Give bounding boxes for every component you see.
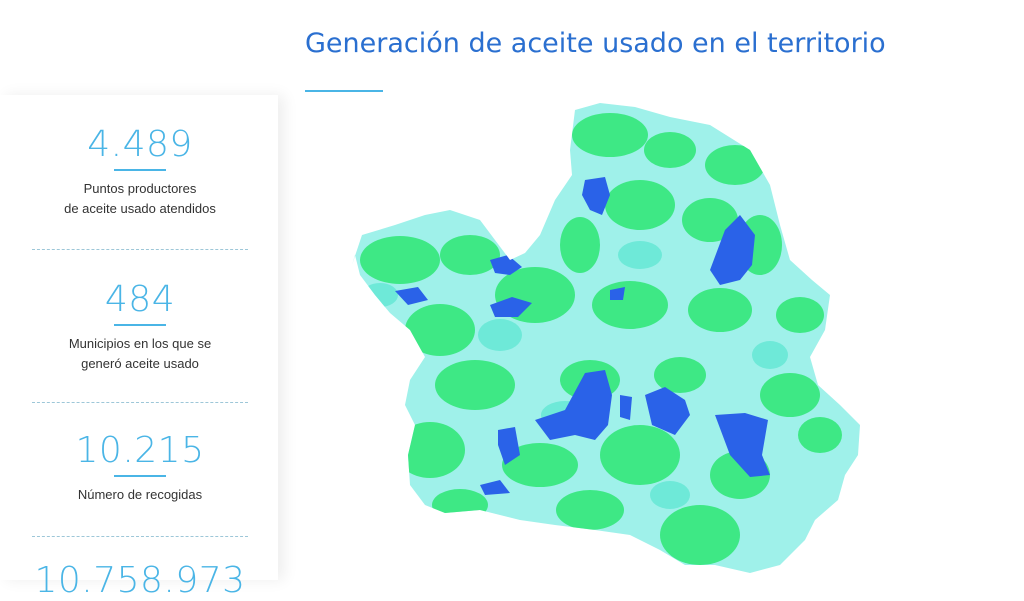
stat-underline — [114, 475, 166, 477]
divider — [32, 402, 248, 403]
map-region — [352, 103, 860, 573]
stat-value: 10.758.973 — [34, 560, 246, 601]
stat-underline — [114, 169, 166, 171]
stat-value: 484 — [104, 279, 176, 320]
stat-producing-points: 4.489 Puntos productores de aceite usado… — [30, 125, 250, 219]
stat-collections: 10.215 Número de recogidas — [30, 431, 250, 505]
title-underline — [305, 90, 383, 92]
stat-value: 10.215 — [75, 430, 205, 471]
stat-label-line1: Municipios en los que se — [68, 336, 212, 351]
stat-municipalities: 484 Municipios en los que se generó acei… — [30, 280, 250, 374]
stat-label-line2: generó aceite usado — [81, 356, 199, 371]
page-title: Generación de aceite usado en el territo… — [305, 28, 886, 59]
stat-label-line2: de aceite usado atendidos — [64, 201, 216, 216]
divider — [32, 536, 248, 537]
map-blue-zones — [395, 177, 770, 495]
territory-map — [352, 103, 860, 573]
stat-value: 4.489 — [87, 124, 193, 165]
stat-total: 10.758.973 — [30, 561, 250, 601]
divider — [32, 249, 248, 250]
stat-underline — [114, 324, 166, 326]
stats-sidebar: 4.489 Puntos productores de aceite usado… — [0, 95, 278, 601]
stat-label-line1: Número de recogidas — [77, 487, 203, 502]
stat-label-line1: Puntos productores — [83, 181, 197, 196]
